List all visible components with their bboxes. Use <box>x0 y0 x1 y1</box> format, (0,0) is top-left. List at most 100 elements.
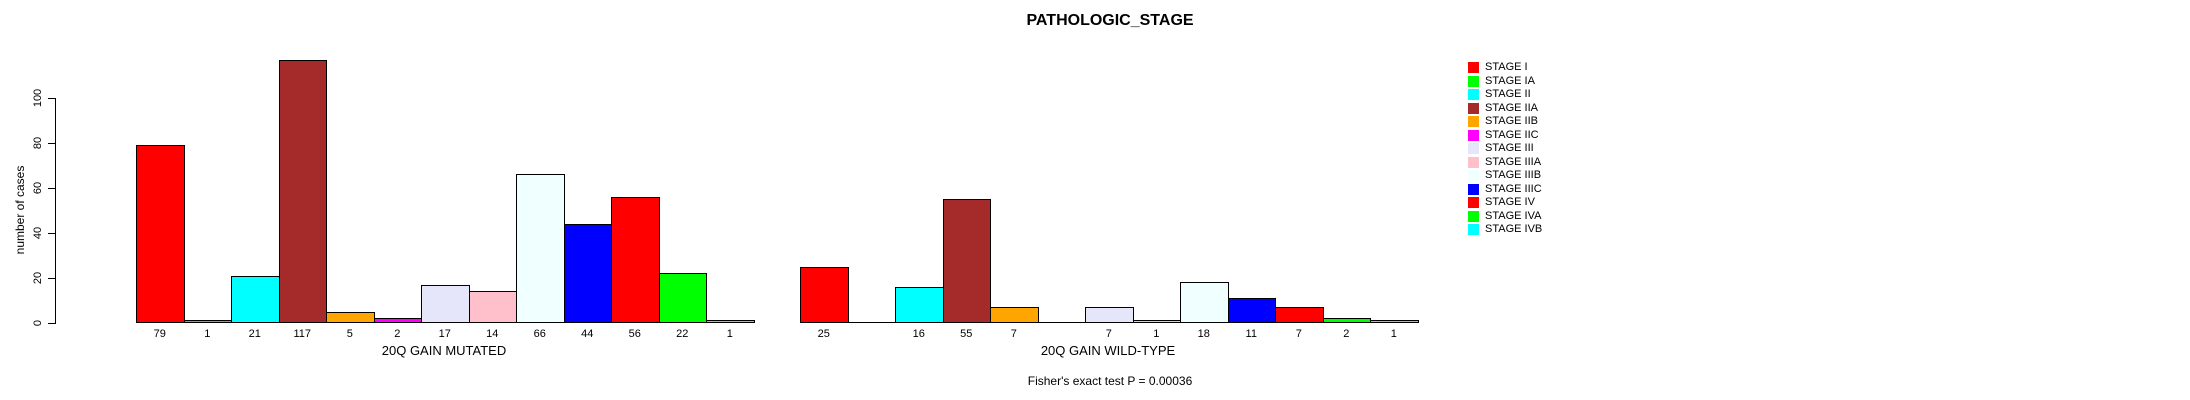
legend-swatch <box>1468 170 1479 182</box>
bar-value-label: 7 <box>1295 328 1302 340</box>
legend-swatch <box>1468 224 1479 236</box>
bar-stage-ivb <box>1370 320 1419 323</box>
bar-stage-iiic <box>564 224 612 323</box>
bar-value-label: 25 <box>817 328 830 340</box>
y-axis-tick-label: 60 <box>32 181 44 195</box>
bar-value-label: 66 <box>533 328 546 340</box>
bar-stage-ii <box>895 287 944 323</box>
legend-item: STAGE III <box>1468 142 1542 156</box>
legend-label: STAGE IA <box>1485 74 1535 87</box>
legend-label: STAGE IV <box>1485 196 1535 209</box>
bar-stage-iib <box>326 312 375 323</box>
bar-stage-iiia <box>469 291 517 323</box>
bar-stage-iii <box>421 285 470 323</box>
legend-swatch <box>1468 183 1479 195</box>
bar-stage-iib <box>990 307 1039 323</box>
bar-stage-i <box>800 267 849 323</box>
bar-stage-iv <box>1275 307 1324 323</box>
bar-value-label: 1 <box>1153 328 1160 340</box>
legend-swatch <box>1468 116 1479 128</box>
y-axis-line <box>55 98 56 324</box>
bar-value-label: 22 <box>676 328 689 340</box>
legend-label: STAGE IIIA <box>1485 155 1542 168</box>
bar-value-label: 21 <box>248 328 261 340</box>
bar-value-label: 1 <box>726 328 733 340</box>
bar-value-label: 1 <box>204 328 211 340</box>
legend-item: STAGE II <box>1468 88 1542 102</box>
legend-label: STAGE IIIC <box>1485 182 1542 195</box>
fisher-exact-test-annotation: Fisher's exact test P = 0.00036 <box>1027 374 1193 388</box>
bar-stage-iiic <box>1228 298 1276 323</box>
bar-stage-iva <box>1323 318 1371 323</box>
legend-label: STAGE IIIB <box>1485 169 1542 182</box>
chart-title: PATHOLOGIC_STAGE <box>1026 12 1194 29</box>
y-axis-tick <box>48 233 55 234</box>
legend-item: STAGE IA <box>1468 75 1542 89</box>
x-axis-label-mutated: 20Q GAIN MUTATED <box>381 343 507 358</box>
legend-swatch <box>1468 129 1479 141</box>
bar-stage-iiia <box>1133 320 1181 323</box>
legend-swatch <box>1468 156 1479 168</box>
bar-value-label: 2 <box>394 328 401 340</box>
bar-stage-iic <box>374 318 422 323</box>
legend-label: STAGE IIA <box>1485 101 1538 114</box>
y-axis-tick <box>48 323 55 324</box>
legend-label: STAGE I <box>1485 61 1528 74</box>
legend-item: STAGE IIC <box>1468 129 1542 143</box>
bar-stage-iva <box>659 273 707 323</box>
bar-value-label: 1 <box>1390 328 1397 340</box>
legend-label: STAGE II <box>1485 88 1531 101</box>
bar-stage-ia <box>184 320 232 323</box>
legend-swatch <box>1468 75 1479 87</box>
y-axis-tick-label: 20 <box>32 271 44 285</box>
legend-label: STAGE III <box>1485 142 1534 155</box>
bar-value-label: 79 <box>153 328 166 340</box>
bar-stage-iv <box>611 197 660 323</box>
bar-stage-iia <box>279 60 327 323</box>
bar-value-label: 11 <box>1245 328 1257 340</box>
legend-swatch <box>1468 89 1479 101</box>
legend-swatch <box>1468 143 1479 155</box>
bar-stage-iiib <box>516 174 565 323</box>
x-axis-label-wild-type: 20Q GAIN WILD-TYPE <box>1040 343 1176 358</box>
legend-swatch <box>1468 62 1479 74</box>
legend-item: STAGE IVB <box>1468 223 1542 237</box>
bar-stage-ii <box>231 276 280 323</box>
legend-item: STAGE IIA <box>1468 102 1542 116</box>
legend-label: STAGE IVA <box>1485 209 1542 222</box>
y-axis-label: number of cases <box>13 165 27 255</box>
legend-item: STAGE IV <box>1468 196 1542 210</box>
y-axis-tick-label: 100 <box>32 88 44 108</box>
bar-value-label: 117 <box>293 328 312 340</box>
y-axis-tick <box>48 188 55 189</box>
legend-swatch <box>1468 210 1479 222</box>
bar-value-label: 44 <box>581 328 594 340</box>
bar-stage-iiib <box>1180 282 1229 323</box>
y-axis-tick-label: 40 <box>32 226 44 240</box>
legend-item: STAGE IVA <box>1468 210 1542 224</box>
legend-item: STAGE IIIA <box>1468 156 1542 170</box>
bar-stage-iia <box>943 199 991 323</box>
legend-swatch <box>1468 197 1479 209</box>
legend-label: STAGE IIC <box>1485 128 1539 141</box>
legend-item: STAGE IIB <box>1468 115 1542 129</box>
bar-value-label: 14 <box>486 328 499 340</box>
bar-value-label: 17 <box>438 328 451 340</box>
bar-stage-ivb <box>706 320 755 323</box>
legend-item: STAGE I <box>1468 61 1542 75</box>
bar-value-label: 16 <box>912 328 925 340</box>
y-axis-tick <box>48 143 55 144</box>
bar-value-label: 18 <box>1197 328 1210 340</box>
legend-item: STAGE IIIB <box>1468 169 1542 183</box>
bar-value-label: 56 <box>628 328 641 340</box>
legend-label: STAGE IIB <box>1485 115 1538 128</box>
y-axis-tick-label: 80 <box>32 136 44 150</box>
bar-value-label: 55 <box>960 328 973 340</box>
y-axis-tick <box>48 278 55 279</box>
bar-value-label: 2 <box>1343 328 1350 340</box>
legend-item: STAGE IIIC <box>1468 183 1542 197</box>
bar-value-label: 7 <box>1010 328 1017 340</box>
bar-stage-i <box>136 145 185 323</box>
legend: STAGE I STAGE IA STAGE II STAGE IIA STAGE II… <box>1468 61 1542 237</box>
